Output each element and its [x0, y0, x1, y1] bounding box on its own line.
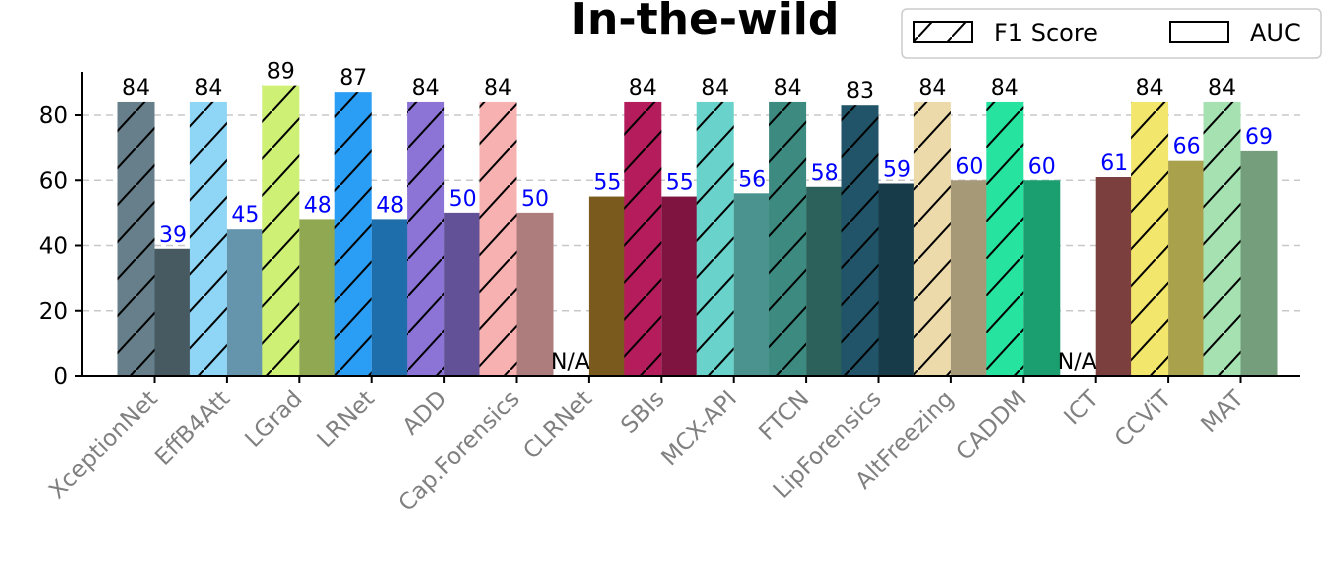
legend-swatch-auc	[1169, 21, 1229, 43]
y-tick-label-60: 60	[39, 168, 68, 194]
bar-f1-hatch-mcx-api	[696, 101, 734, 376]
bar-auc-ccvit	[1168, 160, 1206, 376]
label-f1-sbis: 84	[629, 76, 657, 101]
y-ticks: 0 20 40 60 80	[39, 103, 82, 390]
label-f1-add: 84	[412, 76, 440, 101]
x-tick-label-caddm: CADDM	[952, 386, 1032, 466]
x-tick-label-effb4att: EffB4Att	[150, 386, 235, 471]
bar-auc-mcx-api	[733, 193, 771, 376]
x-tick-label-lrnet: LRNet	[313, 386, 380, 453]
bar-auc-clrnet	[588, 196, 626, 376]
x-tick-label-clrnet: CLRNet	[518, 386, 597, 465]
label-auc-add: 50	[449, 187, 477, 212]
label-f1-effb4att: 84	[194, 76, 222, 101]
bar-f1-hatch-caddm	[986, 101, 1024, 376]
label-auc-altfreezing: 60	[955, 154, 983, 179]
x-tick-label-lgrad: LGrad	[241, 386, 308, 453]
bar-auc-ict	[1095, 176, 1133, 376]
bars	[117, 85, 1278, 377]
y-tick-label-80: 80	[39, 103, 68, 129]
label-f1-lgrad: 89	[267, 60, 295, 85]
label-f1-mat: 84	[1208, 76, 1236, 101]
x-tick-label-ftcn: FTCN	[754, 386, 814, 446]
label-f1-altfreezing: 84	[918, 76, 946, 101]
bar-f1-hatch-add	[407, 101, 445, 376]
label-auc-lrnet: 48	[376, 193, 404, 218]
label-f1-mcx-api: 84	[701, 76, 729, 101]
label-f1-ftcn: 84	[774, 76, 802, 101]
y-tick-label-20: 20	[39, 299, 68, 325]
bar-auc-mat	[1240, 150, 1278, 376]
bar-f1-hatch-ccvit	[1131, 101, 1169, 376]
legend-label-auc: AUC	[1250, 19, 1301, 47]
label-auc-sbis: 55	[666, 171, 694, 196]
label-f1-lrnet: 87	[339, 66, 367, 91]
legend-label-f1: F1 Score	[994, 19, 1098, 47]
label-auc-ftcn: 58	[811, 161, 839, 186]
label-auc-lipforensics: 59	[883, 158, 911, 183]
bar-f1-hatch-lgrad	[262, 85, 300, 376]
bar-f1-hatch-mat	[1203, 101, 1241, 376]
label-f1-clrnet: N/A	[551, 350, 590, 375]
x-tick-label-mcx-api: MCX-API	[657, 386, 742, 471]
legend-swatch-f1	[913, 21, 973, 43]
label-auc-mat: 69	[1245, 125, 1273, 150]
y-tick-label-40: 40	[39, 234, 68, 260]
x-tick-label-ict: ICT	[1059, 385, 1104, 430]
label-auc-xceptionnet: 39	[159, 223, 187, 248]
axes	[81, 72, 1300, 377]
bar-f1-hatch-xceptionnet	[117, 101, 155, 376]
label-f1-xceptionnet: 84	[122, 76, 150, 101]
bar-auc-cap-forensics	[516, 212, 554, 376]
label-auc-mcx-api: 56	[738, 167, 766, 192]
label-auc-ict: 61	[1100, 151, 1128, 176]
bar-auc-sbis	[661, 196, 699, 376]
label-f1-caddm: 84	[991, 76, 1019, 101]
bar-auc-caddm	[1023, 180, 1061, 376]
bar-auc-lipforensics	[878, 183, 916, 376]
x-tick-label-mat: MAT	[1197, 385, 1250, 438]
x-tick-label-add: ADD	[398, 386, 453, 441]
bar-f1-hatch-cap-forensics	[479, 101, 517, 376]
label-f1-lipforensics: 83	[846, 79, 874, 104]
bar-auc-xceptionnet	[154, 248, 192, 376]
bar-f1-hatch-lipforensics	[841, 105, 879, 377]
label-auc-clrnet: 55	[593, 171, 621, 196]
x-tick-label-xceptionnet: XceptionNet	[44, 386, 163, 505]
data-labels: 84 39 84 45 89 48 87 48 84 50 84 50 N/A 55 84 55 84 56 84 5…	[122, 60, 1273, 375]
y-tick-label-0: 0	[53, 364, 68, 390]
label-auc-effb4att: 45	[231, 203, 259, 228]
label-auc-ccvit: 66	[1173, 135, 1201, 160]
legend: F1 Score AUC	[901, 8, 1322, 59]
x-tick-label-ccvit: CCViT	[1110, 385, 1177, 452]
label-auc-lgrad: 48	[304, 193, 332, 218]
bar-f1-hatch-lrnet	[334, 92, 372, 376]
bar-auc-lrnet	[371, 219, 409, 376]
bar-f1-hatch-altfreezing	[913, 101, 951, 376]
label-auc-caddm: 60	[1028, 154, 1056, 179]
label-f1-cap-forensics: 84	[484, 76, 512, 101]
bar-auc-ftcn	[806, 186, 844, 376]
label-f1-ict: N/A	[1058, 350, 1097, 375]
label-f1-ccvit: 84	[1136, 76, 1164, 101]
bar-auc-effb4att	[226, 229, 264, 376]
bar-f1-hatch-ftcn	[769, 101, 807, 376]
bar-f1-hatch-effb4att	[189, 101, 227, 376]
bar-auc-lgrad	[299, 219, 337, 376]
bar-f1-hatch-sbis	[624, 101, 662, 376]
bar-auc-add	[444, 212, 482, 376]
label-auc-cap-forensics: 50	[521, 187, 549, 212]
bar-auc-altfreezing	[950, 180, 988, 376]
chart-title: In-the-wild	[571, 0, 840, 45]
x-tick-label-sbis: SBIs	[616, 386, 669, 439]
